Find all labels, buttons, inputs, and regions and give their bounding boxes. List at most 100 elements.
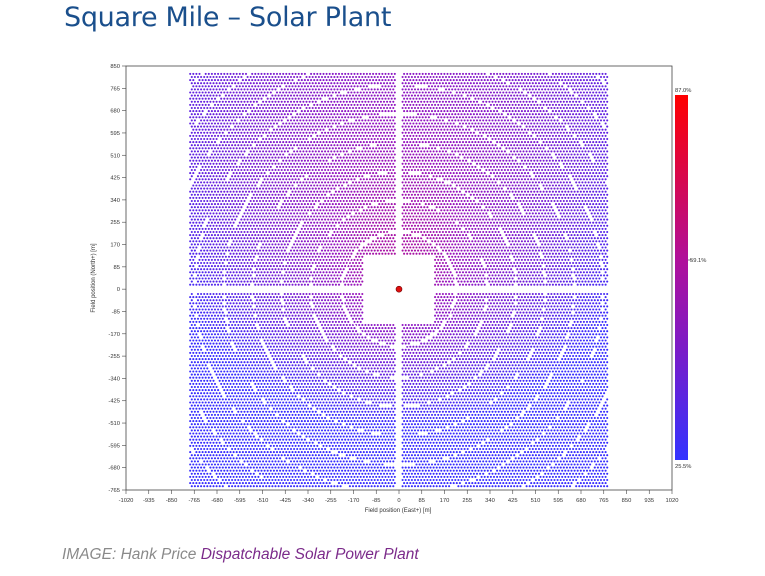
heliostat-point	[201, 79, 204, 82]
heliostat-point	[449, 165, 452, 168]
heliostat-point	[209, 75, 212, 79]
heliostat-point	[251, 178, 254, 181]
heliostat-point	[444, 106, 448, 110]
heliostat-point	[266, 159, 269, 162]
heliostat-point	[413, 187, 417, 190]
heliostat-point	[465, 165, 468, 168]
heliostat-point	[438, 100, 441, 103]
heliostat-point	[461, 172, 465, 175]
heliostat-point	[424, 178, 427, 181]
heliostat-point	[204, 141, 207, 144]
heliostat-point	[283, 150, 286, 153]
heliostat-point	[596, 82, 599, 85]
heliostat-point	[293, 175, 296, 178]
heliostat-point	[263, 159, 266, 162]
heliostat-point	[565, 75, 568, 79]
heliostat-point	[499, 79, 502, 82]
heliostat-point	[434, 91, 437, 94]
heliostat-point	[365, 147, 368, 150]
heliostat-point	[393, 110, 396, 113]
heliostat-point	[488, 150, 491, 153]
heliostat-point	[534, 94, 537, 97]
heliostat-point	[275, 72, 279, 75]
heliostat-point	[553, 106, 556, 110]
heliostat-point	[486, 128, 489, 131]
heliostat-point	[370, 113, 373, 116]
heliostat-point	[257, 165, 260, 168]
heliostat-point	[460, 88, 463, 91]
heliostat-point	[525, 125, 528, 128]
heliostat-point	[565, 106, 568, 110]
heliostat-point	[196, 162, 200, 165]
heliostat-point	[466, 100, 469, 103]
heliostat-point	[213, 134, 217, 137]
heliostat-point	[249, 175, 252, 178]
heliostat-point	[286, 106, 289, 110]
heliostat-point	[480, 172, 483, 175]
heliostat-point	[545, 159, 548, 162]
heliostat-point	[384, 190, 387, 193]
heliostat-point	[379, 100, 382, 103]
heliostat-point	[601, 190, 604, 193]
heliostat-point	[553, 82, 556, 85]
heliostat-point	[534, 119, 537, 122]
heliostat-point	[545, 103, 548, 106]
heliostat-point	[463, 156, 466, 159]
heliostat-point	[193, 106, 196, 110]
heliostat-point	[599, 187, 603, 190]
heliostat-point	[310, 85, 313, 88]
heliostat-point	[291, 147, 294, 150]
heliostat-point	[367, 144, 370, 147]
heliostat-point	[327, 162, 330, 165]
heliostat-point	[282, 122, 285, 125]
heliostat-point	[446, 159, 449, 162]
heliostat-point	[500, 187, 503, 190]
heliostat-point	[443, 122, 446, 125]
heliostat-point	[508, 159, 511, 162]
heliostat-point	[443, 72, 446, 75]
heliostat-point	[271, 75, 274, 79]
heliostat-point	[262, 100, 265, 103]
heliostat-point	[316, 172, 319, 175]
heliostat-point	[573, 178, 576, 181]
heliostat-point	[234, 106, 237, 110]
heliostat-point	[313, 172, 316, 175]
heliostat-point	[475, 175, 479, 178]
heliostat-point	[530, 116, 533, 119]
heliostat-point	[353, 128, 356, 131]
heliostat-point	[316, 159, 319, 162]
heliostat-point	[355, 75, 358, 79]
heliostat-point	[541, 137, 544, 141]
heliostat-point	[593, 94, 596, 97]
heliostat-point	[444, 100, 448, 103]
heliostat-point	[403, 122, 406, 125]
heliostat-point	[423, 137, 426, 141]
heliostat-point	[229, 153, 232, 156]
heliostat-point	[452, 122, 455, 125]
heliostat-point	[527, 159, 530, 162]
heliostat-point	[262, 88, 265, 91]
heliostat-point	[437, 79, 440, 82]
heliostat-point	[305, 106, 308, 110]
heliostat-point	[272, 184, 275, 187]
heliostat-point	[234, 94, 237, 97]
heliostat-point	[506, 175, 510, 178]
heliostat-point	[599, 88, 603, 91]
heliostat-point	[213, 147, 217, 150]
heliostat-point	[296, 137, 299, 141]
heliostat-point	[590, 131, 593, 134]
heliostat-point	[393, 122, 396, 125]
heliostat-point	[460, 162, 463, 165]
heliostat-point	[251, 79, 254, 82]
heliostat-point	[407, 100, 410, 103]
heliostat-point	[224, 193, 227, 196]
heliostat-point	[331, 178, 334, 181]
heliostat-point	[432, 175, 435, 178]
heliostat-point	[262, 125, 265, 128]
heliostat-point	[207, 91, 210, 94]
heliostat-point	[472, 88, 475, 91]
heliostat-point	[376, 125, 379, 128]
heliostat-point	[443, 178, 446, 181]
heliostat-point	[303, 153, 306, 156]
heliostat-point	[434, 165, 437, 168]
